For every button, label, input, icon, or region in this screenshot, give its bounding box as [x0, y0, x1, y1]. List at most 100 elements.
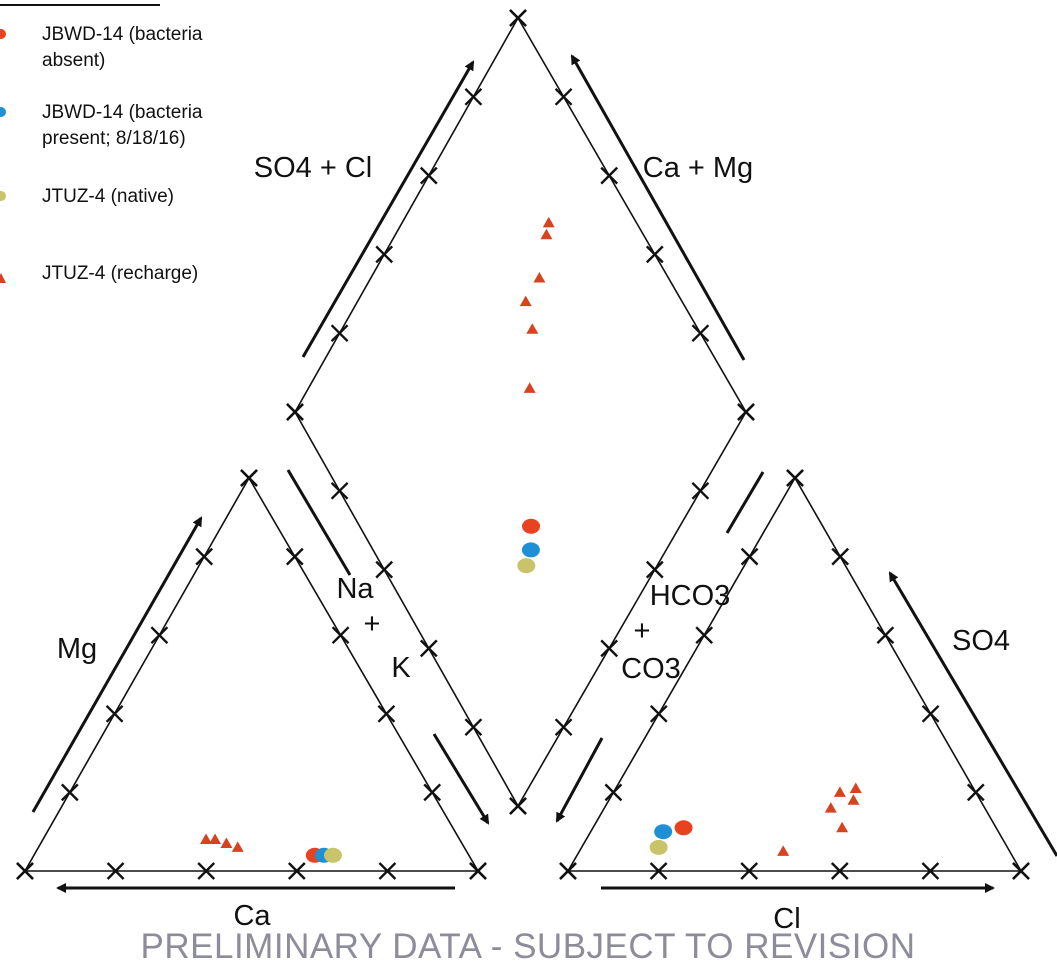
anion-base-tick [830, 862, 849, 880]
diamond-lower-right-tick [737, 403, 755, 421]
diamond-upper-right-tick [691, 324, 710, 343]
anion-point [649, 839, 668, 855]
cation-right-tick [240, 469, 258, 487]
cation-left-tick [60, 783, 79, 802]
tick-marks [16, 9, 1030, 880]
hco3-co3-arrow [555, 737, 604, 823]
mg-axis-label: Mg [57, 633, 97, 665]
diamond-point [542, 216, 555, 228]
ca-mg-arrow [570, 54, 746, 361]
diamond-lower-left-tick [419, 639, 438, 658]
diamond-point [519, 295, 532, 307]
cation-right-tick [469, 862, 487, 880]
legend-marker [0, 273, 6, 283]
cation-base-tick [378, 862, 397, 880]
cation-right-tick [423, 783, 442, 802]
cation-left-tick [195, 547, 214, 566]
anion-left-tick [604, 783, 623, 802]
anion-right-tick [1012, 862, 1030, 880]
ca-axis-label: Ca [233, 900, 271, 932]
anion-point [833, 786, 846, 797]
legend-entry-label: JBWD-14 (bacteria [42, 24, 203, 45]
ca-mg-axis-label: Ca + Mg [643, 152, 753, 184]
legend-entry-label: JBWD-14 (bacteria [42, 102, 203, 123]
cation-base-tick [197, 862, 216, 880]
cation-point [209, 833, 222, 845]
na-k-arrow-tail [286, 469, 352, 576]
diamond-upper-right-tick [554, 87, 573, 106]
hco3-co3-axis-label: + [634, 615, 651, 647]
diamond-upper-left-tick [375, 245, 394, 264]
diamond-point [517, 558, 536, 574]
diamond-lower-left-tick [375, 560, 394, 579]
anion-left-tick [695, 626, 714, 645]
hco3-co3-axis-label: HCO3 [650, 580, 731, 612]
diamond-lower-right-tick [645, 560, 664, 579]
legend-entry-label: present; 8/18/16) [42, 128, 186, 149]
na-k-arrow [432, 733, 490, 825]
anion-point [849, 782, 862, 793]
cation-base-tick [106, 862, 125, 880]
anion-triangle-frame [566, 476, 1023, 872]
diamond-lower-right-tick [691, 481, 710, 500]
cation-right-tick [331, 626, 350, 645]
so4-axis-label: SO4 [952, 625, 1010, 657]
diamond-lower-left-tick [464, 718, 483, 737]
diamond-point [523, 382, 536, 393]
anion-point [654, 824, 673, 840]
cation-point [200, 833, 212, 845]
cation-right-tick [285, 547, 304, 566]
cation-right-tick [377, 704, 396, 723]
diamond-lower-left-tick [286, 403, 304, 421]
diamond-frame [294, 16, 747, 808]
anion-left-tick [559, 862, 577, 880]
anion-right-tick [786, 469, 804, 487]
hco3-co3-axis-label: CO3 [621, 653, 681, 685]
diamond-upper-left-tick [419, 166, 438, 185]
legend-entry-label: absent) [42, 50, 105, 71]
axis-arrows [31, 54, 1057, 893]
na-k-axis-label: Na [336, 573, 374, 605]
cation-point [323, 847, 342, 863]
anion-point [836, 821, 849, 833]
anion-point [777, 845, 790, 856]
anion-base-tick [740, 862, 759, 880]
cation-left-tick [16, 862, 34, 880]
cation-left-tick [150, 626, 169, 645]
cation-point [220, 837, 233, 848]
anion-point [847, 794, 860, 805]
na-k-axis-label: + [364, 608, 381, 640]
diamond-point [521, 542, 540, 558]
diamond-upper-right-tick [600, 166, 619, 185]
mg-arrow [31, 516, 203, 813]
cation-point [231, 841, 244, 852]
diamond-upper-right-tick [509, 9, 527, 27]
anion-left-tick [740, 547, 759, 566]
na-k-axis-label: K [391, 652, 411, 684]
diamond-point [540, 228, 553, 240]
anion-point [674, 820, 693, 836]
cl-axis-label: Cl [773, 903, 800, 935]
cation-base-tick [287, 862, 306, 880]
anion-right-tick [831, 547, 850, 566]
anion-left-tick [649, 704, 668, 723]
cation-triangle-frame [23, 476, 480, 872]
diamond-upper-left-tick [464, 87, 483, 106]
diamond-upper-right-tick [645, 245, 664, 264]
data-points [200, 216, 862, 863]
diamond-point [526, 323, 539, 334]
watermark-text: PRELIMINARY DATA - SUBJECT TO REVISION [141, 927, 916, 966]
diamond-point [533, 272, 546, 283]
hco3-co3-arrow-tail [725, 471, 765, 534]
so4-arrow [888, 571, 1057, 857]
so4-cl-arrow [301, 60, 475, 358]
diamond-lower-right-tick [554, 718, 573, 737]
anion-point [824, 802, 837, 813]
legend: JBWD-14 (bacteria absent) JBWD-14 (bacteri… [0, 4, 203, 284]
anion-right-tick [966, 783, 985, 802]
anion-base-tick [921, 862, 940, 880]
diamond-lower-left-tick [330, 481, 349, 500]
